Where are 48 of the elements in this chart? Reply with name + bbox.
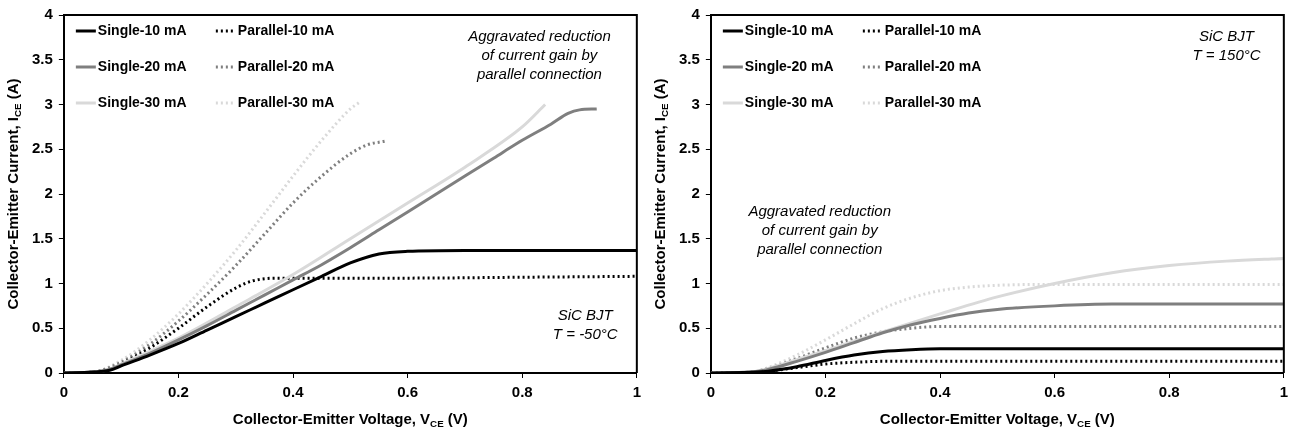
y-tick-label: 3 bbox=[691, 94, 700, 112]
x-tick-label: 0 bbox=[59, 383, 69, 401]
y-tick-label: 4 bbox=[691, 5, 701, 23]
y-tick-label: 0.5 bbox=[678, 318, 700, 336]
legend-label: Single-10 mA bbox=[97, 21, 187, 38]
y-tick-label: 2.5 bbox=[31, 139, 53, 157]
legend-label: Parallel-10 mA bbox=[884, 21, 982, 38]
legend-label: Parallel-20 mA bbox=[884, 57, 982, 74]
y-tick-label: 2 bbox=[691, 184, 700, 202]
annotation: SiC BJT T = 150°C bbox=[1192, 26, 1261, 63]
y-tick-label: 0 bbox=[44, 363, 53, 381]
x-tick-label: 0.8 bbox=[1158, 383, 1180, 401]
annotation: Aggravated reduction of current gain by parallel connection bbox=[467, 26, 611, 82]
y-axis-title: Collector-Emitter Current, ICE (A) bbox=[651, 78, 671, 310]
legend-label: Single-10 mA bbox=[744, 21, 834, 38]
x-tick-label: 1 bbox=[632, 383, 641, 401]
y-tick-label: 2.5 bbox=[678, 139, 700, 157]
legend-label: Parallel-30 mA bbox=[237, 93, 335, 110]
y-tick-label: 3 bbox=[44, 94, 53, 112]
y-tick-label: 3.5 bbox=[31, 49, 53, 67]
y-tick-label: 3.5 bbox=[678, 49, 700, 67]
y-tick-label: 1 bbox=[44, 273, 53, 291]
y-axis-title: Collector-Emitter Current, ICE (A) bbox=[4, 78, 24, 310]
legend-label: Parallel-10 mA bbox=[237, 21, 335, 38]
legend-label: Single-30 mA bbox=[744, 93, 834, 110]
x-tick-label: 1 bbox=[1279, 383, 1288, 401]
x-tick-label: 0.6 bbox=[397, 383, 419, 401]
legend-label: Parallel-30 mA bbox=[884, 93, 982, 110]
y-tick-label: 0 bbox=[691, 363, 700, 381]
x-tick-label: 0.4 bbox=[929, 383, 952, 401]
y-tick-label: 1.5 bbox=[678, 228, 700, 246]
y-tick-label: 1.5 bbox=[31, 228, 53, 246]
legend-label: Single-20 mA bbox=[744, 57, 834, 74]
x-tick-label: 0.4 bbox=[282, 383, 305, 401]
y-tick-label: 2 bbox=[44, 184, 53, 202]
x-tick-label: 0.2 bbox=[815, 383, 836, 401]
y-tick-label: 1 bbox=[691, 273, 700, 291]
annotation: Aggravated reduction of current gain by parallel connection bbox=[747, 202, 892, 258]
legend-label: Single-20 mA bbox=[97, 57, 187, 74]
x-tick-label: 0.8 bbox=[511, 383, 533, 401]
x-tick-label: 0.6 bbox=[1044, 383, 1066, 401]
legend-label: Parallel-20 mA bbox=[237, 57, 335, 74]
y-tick-label: 0.5 bbox=[31, 318, 53, 336]
legend-label: Single-30 mA bbox=[97, 93, 187, 110]
x-tick-label: 0.2 bbox=[168, 383, 189, 401]
annotation: SiC BJT T = -50°C bbox=[552, 306, 618, 343]
y-tick-label: 4 bbox=[44, 5, 54, 23]
x-tick-label: 0 bbox=[706, 383, 716, 401]
